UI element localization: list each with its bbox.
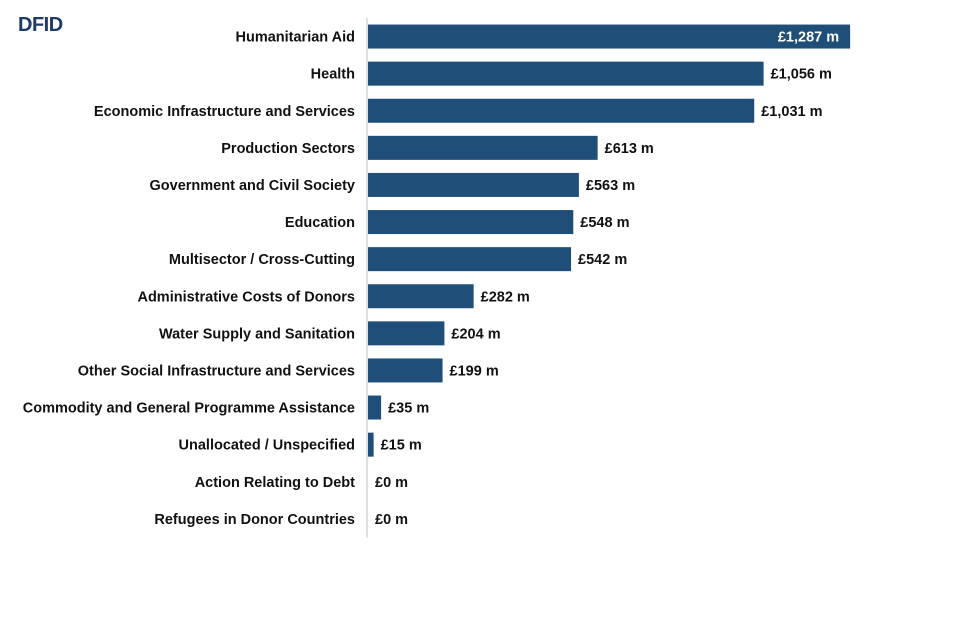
bar	[368, 358, 443, 383]
category-label: Action Relating to Debt	[195, 475, 355, 491]
value-label: £199 m	[450, 363, 499, 379]
value-label: £1,287 m	[778, 30, 839, 46]
category-label: Education	[285, 215, 355, 231]
bar	[368, 247, 572, 272]
category-label: Humanitarian Aid	[235, 30, 355, 46]
bar	[368, 395, 382, 420]
bar	[368, 432, 374, 457]
value-label: £0 m	[375, 475, 408, 491]
category-label: Economic Infrastructure and Services	[94, 104, 355, 120]
value-label: £563 m	[586, 178, 635, 194]
category-label: Government and Civil Society	[150, 178, 355, 194]
category-label: Production Sectors	[221, 141, 355, 157]
category-label: Refugees in Donor Countries	[154, 512, 355, 528]
category-label: Health	[311, 67, 355, 83]
bar	[368, 321, 445, 346]
category-label: Water Supply and Sanitation	[159, 326, 355, 342]
category-label: Administrative Costs of Donors	[137, 289, 355, 305]
bar	[368, 172, 579, 197]
category-label: Unallocated / Unspecified	[179, 438, 355, 454]
bar	[368, 210, 574, 235]
chart-title: DFID	[18, 14, 63, 36]
value-label: £1,031 m	[761, 104, 822, 120]
value-label: £542 m	[578, 252, 627, 268]
value-label: £282 m	[481, 289, 530, 305]
bar	[368, 24, 851, 49]
bar	[368, 98, 755, 123]
bar	[368, 135, 598, 160]
value-label: £0 m	[375, 512, 408, 528]
value-label: £548 m	[580, 215, 629, 231]
category-label: Multisector / Cross-Cutting	[169, 252, 355, 268]
bar	[368, 284, 474, 309]
value-label: £15 m	[381, 438, 422, 454]
category-label: Commodity and General Programme Assistan…	[23, 401, 355, 417]
value-label: £204 m	[451, 326, 500, 342]
value-label: £1,056 m	[771, 67, 832, 83]
bar	[368, 61, 764, 86]
category-label: Other Social Infrastructure and Services	[78, 363, 355, 379]
value-label: £613 m	[605, 141, 654, 157]
value-label: £35 m	[388, 401, 429, 417]
